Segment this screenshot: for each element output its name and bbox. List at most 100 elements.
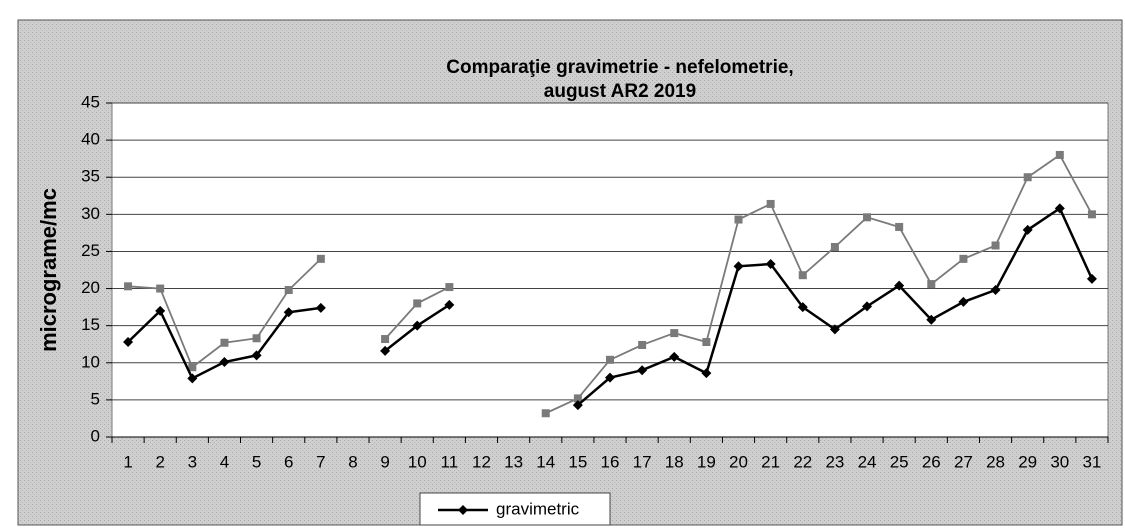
x-tick-label: 19	[697, 452, 716, 471]
data-point	[733, 261, 744, 272]
x-tick-label: 11	[441, 452, 459, 471]
x-tick-label: 26	[922, 452, 941, 471]
x-tick-label: 15	[568, 452, 587, 471]
data-point	[1023, 173, 1032, 182]
data-point	[573, 394, 582, 403]
data-point	[1054, 203, 1065, 214]
data-point	[798, 271, 807, 280]
data-point	[990, 285, 1001, 296]
x-tick-label: 29	[1018, 452, 1037, 471]
data-point	[251, 350, 262, 361]
chart-title: Comparaţie gravimetrie - nefelometrie,	[446, 57, 793, 78]
x-tick-label: 1	[123, 452, 132, 471]
data-point	[380, 345, 391, 356]
y-tick-label: 40	[81, 130, 100, 149]
data-point	[926, 314, 937, 325]
x-tick-label: 23	[825, 452, 844, 471]
x-tick-label: 17	[633, 452, 652, 471]
x-tick-label: 27	[954, 452, 973, 471]
data-point	[1087, 210, 1096, 219]
data-point	[284, 286, 293, 295]
x-tick-label: 10	[408, 452, 427, 471]
data-point	[155, 305, 166, 316]
chart-title: august AR2 2019	[544, 81, 696, 102]
x-tick-label: 13	[504, 452, 523, 471]
legend-label: gravimetric	[496, 499, 580, 518]
data-point	[187, 373, 198, 384]
legend-marker	[458, 505, 468, 515]
y-tick-label: 25	[81, 241, 100, 260]
data-point	[445, 283, 454, 292]
data-point	[734, 215, 743, 224]
y-tick-label: 30	[81, 204, 100, 223]
data-point	[702, 337, 711, 346]
x-tick-label: 12	[472, 452, 491, 471]
data-point	[895, 222, 904, 231]
data-point	[829, 324, 840, 335]
data-point	[637, 365, 648, 376]
data-point	[605, 372, 615, 383]
y-tick-label: 0	[91, 426, 100, 445]
data-point	[316, 254, 325, 263]
x-tick-label: 14	[536, 452, 555, 471]
plot-area	[111, 102, 1109, 438]
x-tick-label: 21	[761, 452, 780, 471]
data-point	[156, 284, 165, 293]
data-point	[863, 213, 872, 222]
x-tick-label: 5	[252, 452, 261, 471]
x-tick-label: 6	[284, 452, 293, 471]
data-point	[123, 336, 134, 347]
x-tick-label: 25	[890, 452, 909, 471]
x-tick-label: 8	[348, 452, 357, 471]
data-point	[572, 400, 583, 411]
data-point	[541, 409, 550, 418]
data-point	[669, 351, 680, 362]
x-tick-label: 24	[858, 452, 877, 471]
y-tick-label: 10	[81, 352, 100, 371]
data-point	[412, 320, 423, 331]
y-axis-label: micrograme/mc	[36, 188, 61, 352]
data-point	[1022, 224, 1033, 235]
y-tick-label: 5	[91, 389, 100, 408]
x-tick-label: 2	[155, 452, 164, 471]
data-point	[927, 280, 936, 289]
data-point	[315, 302, 326, 313]
data-point	[638, 340, 647, 349]
y-tick-label: 20	[81, 278, 100, 297]
data-point	[606, 355, 614, 364]
x-tick-label: 22	[793, 452, 812, 471]
x-tick-label: 18	[665, 452, 684, 471]
x-tick-label: 30	[1050, 452, 1069, 471]
data-point	[124, 282, 133, 291]
x-tick-label: 3	[188, 452, 197, 471]
data-point	[862, 301, 873, 312]
data-point	[765, 259, 776, 270]
data-point	[959, 254, 968, 263]
data-point	[797, 302, 808, 313]
data-point	[958, 296, 969, 307]
x-tick-label: 28	[986, 452, 1005, 471]
data-point	[894, 280, 905, 291]
x-tick-label: 4	[220, 452, 229, 471]
data-point	[188, 363, 197, 372]
x-tick-label: 31	[1082, 452, 1101, 471]
x-tick-label: 7	[316, 452, 325, 471]
x-tick-label: 9	[380, 452, 389, 471]
data-point	[670, 329, 679, 338]
data-point	[413, 299, 422, 308]
y-tick-label: 15	[81, 315, 100, 334]
data-point	[1055, 150, 1064, 159]
y-tick-label: 35	[81, 167, 100, 186]
data-point	[701, 368, 712, 379]
data-point	[1086, 273, 1097, 284]
data-point	[991, 241, 1000, 250]
data-point	[444, 299, 455, 310]
data-point	[220, 338, 229, 347]
x-tick-label: 16	[601, 452, 620, 471]
data-point	[219, 357, 230, 368]
y-tick-label: 45	[81, 92, 100, 111]
data-point	[252, 334, 261, 343]
data-point	[381, 335, 390, 344]
x-tick-label: 20	[729, 452, 748, 471]
